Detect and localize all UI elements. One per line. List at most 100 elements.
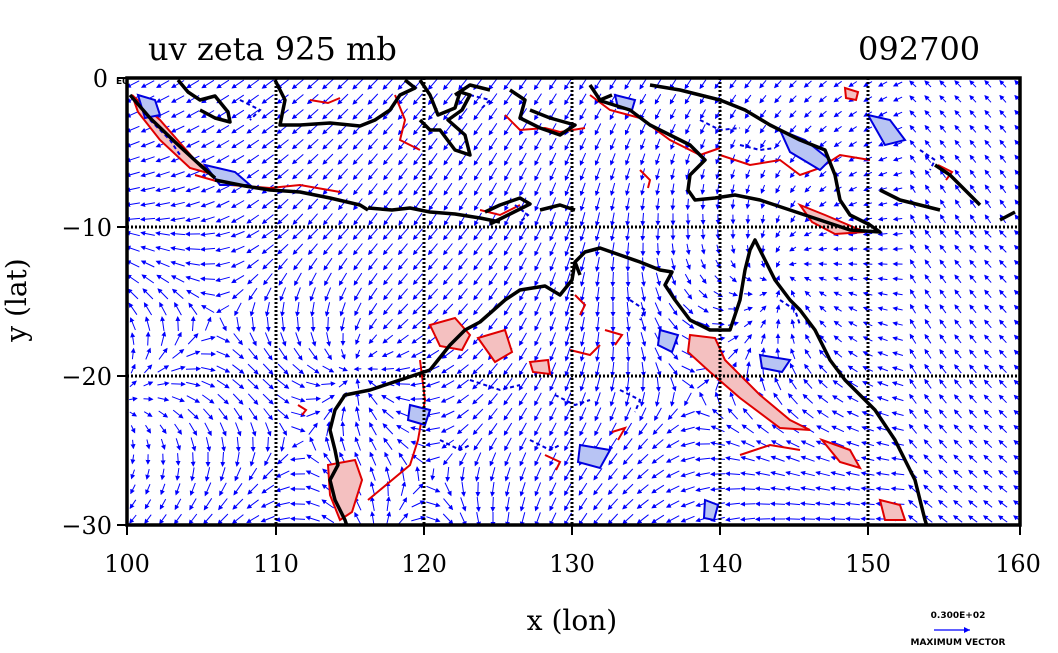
wind-vector (261, 199, 274, 209)
wind-vector (503, 152, 512, 166)
wind-vector (773, 392, 783, 405)
wind-vector (140, 216, 156, 222)
wind-vector (428, 182, 438, 196)
wind-vector (398, 183, 408, 196)
wind-vector (503, 137, 513, 151)
wind-vector (1013, 364, 1020, 372)
wind-vector (353, 258, 363, 271)
wind-vector (276, 154, 289, 165)
wind-vector (396, 424, 410, 433)
wind-vector (774, 377, 782, 391)
wind-vector (740, 516, 756, 522)
wind-vector (998, 394, 1007, 404)
wind-vector (456, 424, 469, 435)
wind-vector (261, 229, 275, 239)
wind-vector (200, 185, 215, 193)
wind-vector (277, 258, 288, 271)
wind-vector (741, 424, 754, 434)
wind-vector (954, 364, 962, 374)
wind-vector (190, 316, 196, 332)
wind-vector (830, 516, 846, 522)
wind-vector (321, 394, 335, 404)
wind-vector (460, 497, 467, 512)
wind-vector (776, 260, 781, 268)
wind-vector (564, 93, 572, 106)
wind-vector (695, 410, 710, 417)
wind-vector (655, 228, 661, 241)
wind-vector (160, 483, 166, 496)
wind-vector (953, 379, 962, 389)
wind-vector (938, 484, 948, 493)
wind-vector (789, 276, 796, 282)
wind-vector (711, 408, 724, 419)
wind-vector (877, 291, 888, 297)
wind-vector (369, 451, 377, 466)
wind-vector (775, 245, 781, 253)
wind-vector (231, 79, 245, 89)
wind-vector (290, 456, 306, 462)
wind-vector (939, 348, 947, 359)
wind-vector (397, 318, 409, 330)
wind-vector (816, 409, 829, 418)
wind-vector (969, 124, 977, 133)
wind-vector (442, 228, 453, 241)
wind-vector (441, 349, 454, 359)
wind-vector (595, 287, 601, 302)
wind-vector (352, 93, 364, 105)
wind-vector (157, 381, 170, 387)
wind-vector (730, 199, 736, 210)
wind-vector (610, 197, 615, 212)
wind-vector (984, 94, 992, 103)
wind-vector (697, 305, 709, 313)
wind-vector (143, 396, 154, 402)
wind-vector (395, 350, 410, 358)
wind-vector (892, 171, 903, 177)
wind-vector (143, 302, 153, 316)
wind-vector (261, 154, 274, 164)
wind-vector (579, 197, 586, 212)
wind-vector (892, 156, 903, 162)
wind-vector (892, 216, 903, 222)
wind-vector (624, 123, 631, 136)
wind-vector (140, 260, 155, 268)
wind-vector (174, 331, 182, 346)
wind-vector (534, 347, 542, 362)
time-label: 092700 (858, 30, 980, 68)
wind-vector (426, 501, 441, 508)
wind-vector (411, 454, 424, 464)
wind-vector (369, 466, 376, 481)
wind-vector (396, 438, 409, 449)
wind-vector (337, 243, 348, 256)
wind-vector (175, 438, 181, 451)
wind-vector (249, 332, 257, 347)
wind-vector (775, 304, 781, 313)
wind-vector (442, 453, 453, 466)
wind-vector (473, 288, 483, 301)
wind-vector (534, 407, 542, 422)
wind-vector (307, 213, 318, 226)
wind-vector (925, 214, 931, 224)
wind-vector (594, 123, 602, 136)
wind-vector (744, 124, 751, 134)
wind-vector (579, 272, 586, 287)
wind-vector (815, 455, 830, 462)
wind-vector (655, 376, 661, 392)
wind-vector (338, 366, 348, 372)
reference-vector-legend: 0.300E+02 MAXIMUM VECTOR (910, 611, 1005, 648)
wind-vector (472, 423, 483, 436)
wind-vector (230, 245, 245, 253)
wind-vector (637, 453, 649, 465)
wind-vector (503, 393, 513, 406)
wind-vector (699, 79, 707, 90)
wind-vector (700, 259, 706, 270)
wind-vector (264, 452, 272, 467)
wind-vector (280, 302, 285, 317)
x-tick-label: 160 (995, 550, 1041, 578)
wind-vector (503, 257, 513, 271)
wind-vector (846, 410, 859, 417)
wind-vector (459, 452, 467, 467)
wind-vector (818, 125, 827, 133)
wind-vector (655, 198, 661, 211)
wind-vector (262, 363, 274, 375)
wind-vector (232, 379, 245, 390)
